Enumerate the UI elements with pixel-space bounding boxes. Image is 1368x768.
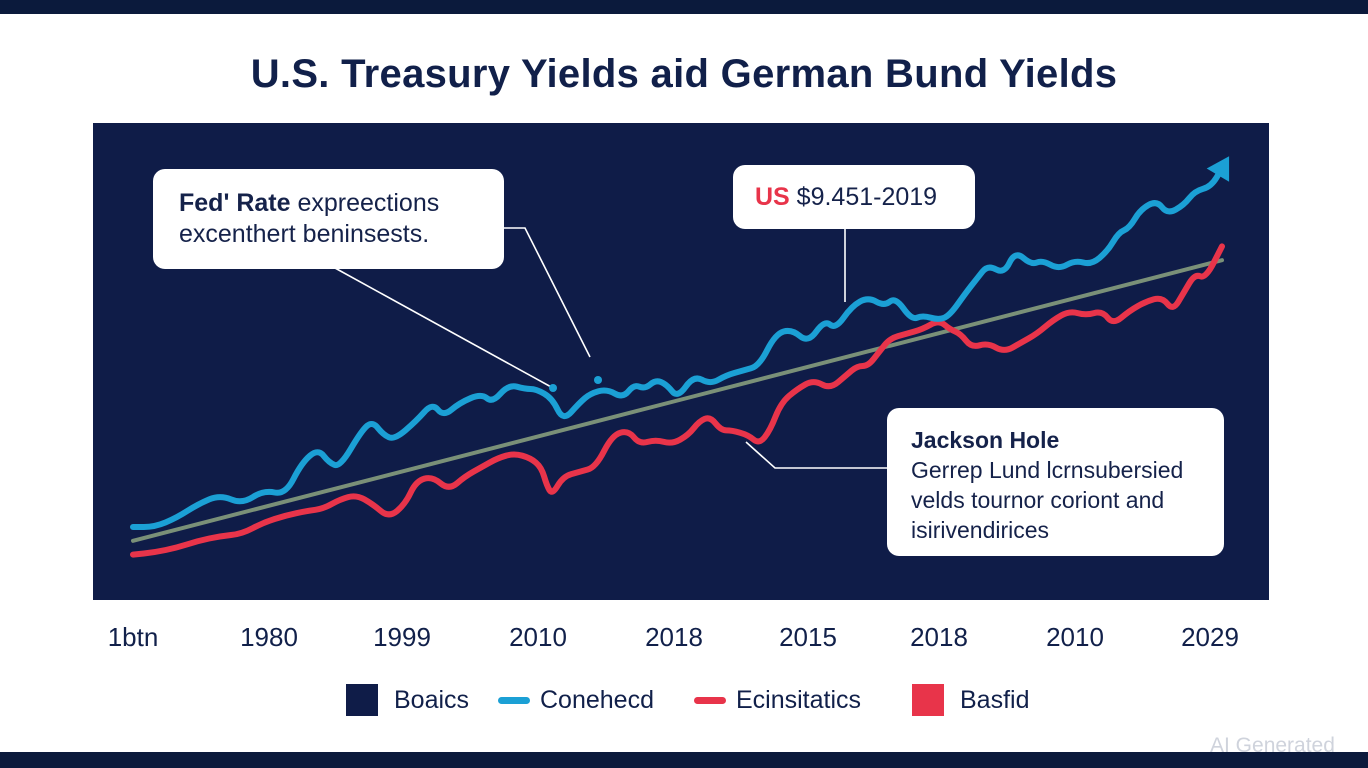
bottom-border bbox=[0, 752, 1368, 768]
callout-us-prefix: US bbox=[755, 183, 790, 211]
callout-leader-line bbox=[504, 227, 591, 358]
callout-fed-rate: Fed' Rate expreections excenthert benins… bbox=[153, 169, 504, 269]
x-tick-label: 2015 bbox=[779, 622, 837, 652]
x-tick-label: 1980 bbox=[240, 622, 298, 652]
callout-us-value: US $9.451-2019 bbox=[733, 165, 975, 229]
series-layer bbox=[130, 156, 1230, 558]
legend-item: Conehecd bbox=[498, 682, 654, 718]
x-tick-label: 2010 bbox=[1046, 622, 1104, 652]
series-arrowhead bbox=[1206, 156, 1230, 182]
watermark: AI Generated bbox=[1210, 734, 1335, 757]
legend-item: Ecinsitatics bbox=[694, 682, 861, 718]
legend-item: Basfid bbox=[912, 682, 1029, 718]
legend-label: Ecinsitatics bbox=[736, 685, 862, 714]
callout-jackson-hole-line: Gerrep Lund lcrnsubersied bbox=[911, 457, 1184, 483]
legend-swatch-square bbox=[346, 684, 378, 716]
legend-label: Conehecd bbox=[540, 685, 654, 714]
callout-us-text: $9.451-2019 bbox=[789, 183, 938, 211]
callout-anchor-dot bbox=[549, 384, 557, 392]
legend-label: Basfid bbox=[960, 685, 1030, 714]
legend-swatch-line bbox=[498, 696, 530, 704]
callout-fed-rate-line2: excenthert beninsests. bbox=[179, 220, 430, 248]
series-line-ecinsitatics bbox=[130, 243, 1225, 558]
callout-jackson-hole-line: isirivendirices bbox=[911, 517, 1050, 543]
callout-leader-line bbox=[745, 441, 887, 469]
x-tick-label: 2029 bbox=[1181, 622, 1239, 652]
legend-swatch-square bbox=[912, 684, 944, 716]
legend-label: Boaics bbox=[394, 685, 470, 714]
callout-leader-lines bbox=[334, 227, 887, 469]
legend-item: Boaics bbox=[346, 682, 469, 718]
callout-fed-rate-text: expreections bbox=[290, 189, 440, 217]
callout-jackson-hole-title: Jackson Hole bbox=[911, 427, 1060, 453]
callout-jackson-hole: Jackson Hole Gerrep Lund lcrnsubersied v… bbox=[887, 408, 1224, 556]
callout-fed-rate-title: Fed' Rate bbox=[179, 189, 291, 217]
x-tick-label: 1btn bbox=[107, 622, 159, 652]
callout-jackson-hole-line: velds tournor coriont and bbox=[911, 487, 1165, 513]
series-line-trend bbox=[131, 258, 1224, 543]
callout-anchor-dot bbox=[594, 376, 602, 384]
x-tick-label: 1999 bbox=[373, 622, 431, 652]
x-tick-label: 2018 bbox=[645, 622, 703, 652]
top-border bbox=[0, 0, 1368, 14]
chart-title: U.S. Treasury Yields aid German Bund Yie… bbox=[250, 52, 1118, 96]
x-tick-label: 2010 bbox=[509, 622, 567, 652]
legend-swatch-line bbox=[694, 696, 726, 704]
x-tick-label: 2018 bbox=[910, 622, 968, 652]
callout-leader-line bbox=[334, 267, 554, 389]
series-line-conehecd bbox=[130, 165, 1225, 530]
